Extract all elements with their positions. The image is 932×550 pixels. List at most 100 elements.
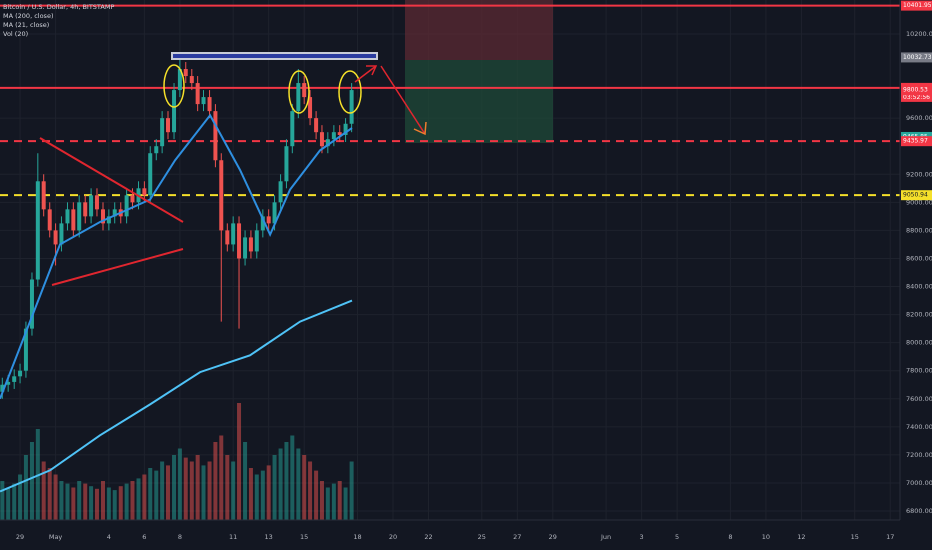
y-tick-label: 7000.00 xyxy=(906,479,932,487)
candle-body xyxy=(337,132,342,135)
highlight-ellipse xyxy=(163,64,185,108)
candle-body xyxy=(225,230,230,245)
trend-line xyxy=(51,248,184,286)
x-tick-label: 8 xyxy=(178,533,182,541)
y-tick-label: 8000.00 xyxy=(906,339,932,347)
candle-body xyxy=(89,195,94,217)
price-label-box xyxy=(901,85,932,96)
volume-bar xyxy=(136,478,141,520)
candle-body xyxy=(53,230,58,245)
candle-body xyxy=(35,181,40,280)
volume-bar xyxy=(207,461,212,520)
volume-bar xyxy=(160,461,165,520)
volume-bar xyxy=(112,490,117,520)
arrow xyxy=(354,65,377,83)
price-label-box xyxy=(901,52,932,63)
volume-bar xyxy=(195,455,200,520)
y-tick-label: 8200.00 xyxy=(906,311,932,319)
volume-bar xyxy=(23,455,28,520)
volume-bar xyxy=(124,483,129,520)
candle-body xyxy=(266,216,271,224)
volume-bar xyxy=(148,468,153,520)
volume-bar xyxy=(154,470,159,520)
candle-body xyxy=(18,370,23,377)
candle-body xyxy=(308,97,313,119)
price-label: 9800.53 xyxy=(903,87,928,94)
candle-body xyxy=(290,111,295,147)
axes: 10200.00 9600.00 9200.00 9000.00 8800.00 8600… xyxy=(16,30,932,541)
candle-body xyxy=(160,118,165,147)
volume-bar xyxy=(18,474,23,520)
candle-body xyxy=(278,181,283,203)
moving-averages xyxy=(0,113,353,493)
y-tick-label: 6800.00 xyxy=(906,507,932,515)
candle-body xyxy=(177,69,182,91)
volume-bar xyxy=(314,470,319,520)
legend-entry: Vol (20) xyxy=(3,30,28,38)
volume-bar xyxy=(118,486,123,520)
volume-bar xyxy=(89,486,94,520)
candle-body xyxy=(302,83,307,98)
candle-body xyxy=(254,230,259,252)
volume-bar xyxy=(319,481,324,520)
candle-body xyxy=(59,223,64,245)
x-tick-label: 25 xyxy=(478,533,486,541)
price-label: 10032.73 xyxy=(903,54,932,61)
stop-zone xyxy=(405,0,553,60)
volume-bar xyxy=(0,481,5,520)
x-tick-label: May xyxy=(49,533,63,541)
candle-body xyxy=(41,181,46,210)
candle-body xyxy=(260,216,265,231)
volume-bar xyxy=(165,465,170,520)
candle-body xyxy=(47,209,52,231)
candles xyxy=(0,55,354,399)
volume-bar xyxy=(272,455,277,520)
price-label: 9435.97 xyxy=(903,138,928,145)
resistance-box xyxy=(171,52,378,60)
volume-bar xyxy=(53,474,58,520)
candle-body xyxy=(83,202,88,217)
candle-body xyxy=(6,381,11,385)
candle-body xyxy=(65,209,70,224)
candle-body xyxy=(231,223,236,245)
volume-bar xyxy=(183,457,188,520)
volume-bar xyxy=(343,487,348,520)
volume-bar xyxy=(278,448,283,520)
legend-entry: MA (200, close) xyxy=(3,12,53,20)
candle-body xyxy=(248,237,253,252)
volume-bar xyxy=(100,481,105,520)
candle-body xyxy=(189,76,194,84)
x-tick-label: 12 xyxy=(797,533,805,541)
candle-body xyxy=(23,328,28,371)
volume-bar xyxy=(225,455,230,520)
candle-body xyxy=(12,376,17,382)
x-tick-label: 15 xyxy=(300,533,308,541)
x-tick-label: 18 xyxy=(353,533,361,541)
y-tick-label: 9200.00 xyxy=(906,170,932,178)
candle-body xyxy=(349,90,354,124)
volume-bar xyxy=(71,487,76,520)
volume-bar xyxy=(349,461,354,520)
x-tick-label: 4 xyxy=(107,533,111,541)
volume-bar xyxy=(12,483,17,520)
y-tick-label: 8400.00 xyxy=(906,283,932,291)
volume-bar xyxy=(254,474,259,520)
volume-bar xyxy=(266,465,271,520)
candle-body xyxy=(195,83,200,105)
x-tick-label: 29 xyxy=(549,533,557,541)
volume-bar xyxy=(308,461,313,520)
candle-body xyxy=(243,237,248,259)
x-tick-label: 15 xyxy=(851,533,859,541)
candle-body xyxy=(165,118,170,133)
y-tick-label: 8600.00 xyxy=(906,254,932,262)
volume-bar xyxy=(219,435,224,520)
price-label: 9050.94 xyxy=(903,192,928,199)
volume-bar xyxy=(337,481,342,520)
volume-bar xyxy=(231,461,236,520)
x-tick-label: 17 xyxy=(886,533,894,541)
legend-entry: MA (21, close) xyxy=(3,21,49,29)
volume-bar xyxy=(189,461,194,520)
y-tick-label: 10200.00 xyxy=(906,30,932,38)
y-tick-label: 9600.00 xyxy=(906,114,932,122)
x-tick-label: 6 xyxy=(142,533,146,541)
